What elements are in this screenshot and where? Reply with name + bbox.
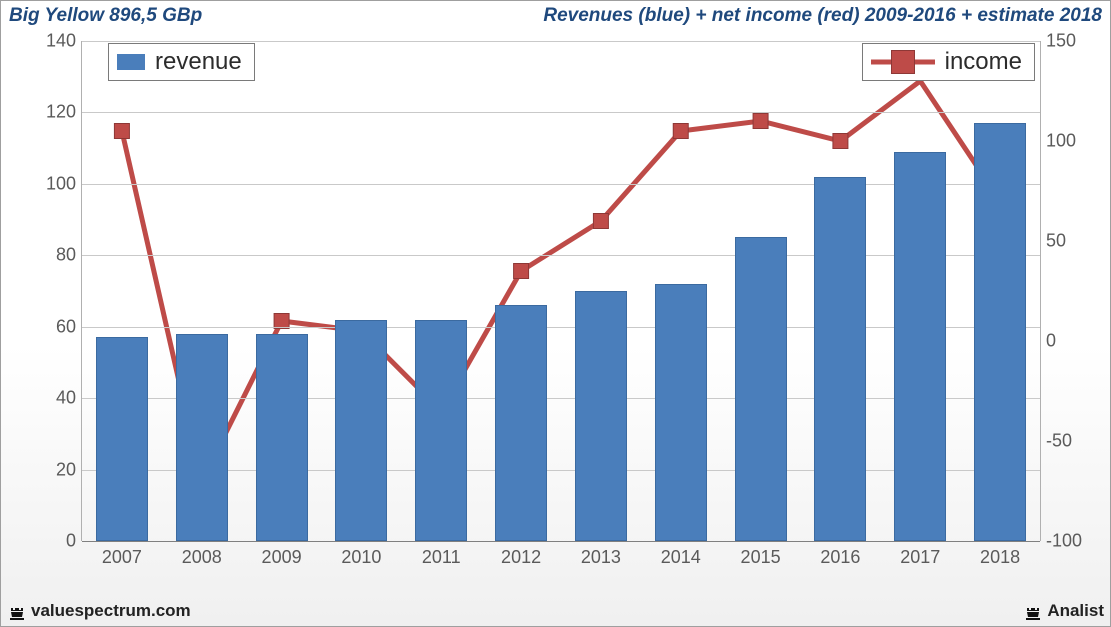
ytick-left: 140 bbox=[46, 31, 76, 52]
x-category-label: 2009 bbox=[262, 547, 302, 568]
x-category-label: 2015 bbox=[741, 547, 781, 568]
legend-income-swatch bbox=[871, 50, 935, 74]
revenue-bar bbox=[735, 237, 787, 541]
footer-left-text: valuespectrum.com bbox=[31, 601, 191, 621]
gridline bbox=[82, 541, 1040, 542]
revenue-bar bbox=[974, 123, 1026, 541]
x-category-label: 2012 bbox=[501, 547, 541, 568]
x-category-label: 2008 bbox=[182, 547, 222, 568]
revenue-bar bbox=[256, 334, 308, 541]
x-category-label: 2017 bbox=[900, 547, 940, 568]
revenue-bar bbox=[335, 320, 387, 541]
rook-icon bbox=[7, 601, 27, 621]
revenue-bar bbox=[176, 334, 228, 541]
x-category-label: 2013 bbox=[581, 547, 621, 568]
ytick-left: 20 bbox=[56, 459, 76, 480]
plot-area: 020406080100120140-100-50050100150200720… bbox=[61, 41, 1061, 571]
gridline bbox=[82, 41, 1040, 42]
title-row: Big Yellow 896,5 GBp Revenues (blue) + n… bbox=[9, 5, 1102, 29]
income-marker bbox=[514, 264, 529, 279]
ytick-right: -100 bbox=[1046, 531, 1082, 552]
ytick-right: 50 bbox=[1046, 231, 1066, 252]
x-category-label: 2016 bbox=[820, 547, 860, 568]
ytick-right: 0 bbox=[1046, 331, 1056, 352]
x-category-label: 2010 bbox=[341, 547, 381, 568]
plot-inner: 020406080100120140-100-50050100150200720… bbox=[81, 41, 1041, 541]
title-right: Revenues (blue) + net income (red) 2009-… bbox=[543, 5, 1102, 27]
legend-revenue-label: revenue bbox=[155, 48, 242, 76]
revenue-bar bbox=[415, 320, 467, 541]
ytick-right: -50 bbox=[1046, 431, 1072, 452]
footer-right: Analist bbox=[1023, 601, 1104, 621]
income-marker bbox=[833, 134, 848, 149]
x-category-label: 2018 bbox=[980, 547, 1020, 568]
ytick-left: 0 bbox=[66, 531, 76, 552]
x-category-label: 2014 bbox=[661, 547, 701, 568]
x-category-label: 2011 bbox=[422, 547, 461, 568]
income-line bbox=[122, 81, 1000, 481]
title-left: Big Yellow 896,5 GBp bbox=[9, 5, 202, 27]
ytick-left: 40 bbox=[56, 388, 76, 409]
footer: valuespectrum.com Analist bbox=[7, 601, 1104, 623]
legend-revenue-swatch bbox=[117, 54, 145, 70]
income-marker bbox=[593, 214, 608, 229]
revenue-bar bbox=[96, 337, 148, 541]
legend-revenue: revenue bbox=[108, 43, 255, 81]
income-marker bbox=[753, 114, 768, 129]
revenue-bar bbox=[495, 305, 547, 541]
ytick-right: 100 bbox=[1046, 131, 1076, 152]
revenue-bar bbox=[575, 291, 627, 541]
income-marker bbox=[114, 124, 129, 139]
legend-income: income bbox=[862, 43, 1035, 81]
ytick-left: 60 bbox=[56, 316, 76, 337]
ytick-right: 150 bbox=[1046, 31, 1076, 52]
revenue-bar bbox=[894, 152, 946, 541]
ytick-left: 100 bbox=[46, 173, 76, 194]
ytick-left: 120 bbox=[46, 102, 76, 123]
legend-income-label: income bbox=[945, 48, 1022, 76]
chart-container: Big Yellow 896,5 GBp Revenues (blue) + n… bbox=[0, 0, 1111, 627]
revenue-bar bbox=[655, 284, 707, 541]
revenue-bar bbox=[814, 177, 866, 541]
footer-left: valuespectrum.com bbox=[7, 601, 191, 621]
footer-right-text: Analist bbox=[1047, 601, 1104, 621]
income-marker bbox=[673, 124, 688, 139]
gridline bbox=[82, 112, 1040, 113]
x-category-label: 2007 bbox=[102, 547, 142, 568]
ytick-left: 80 bbox=[56, 245, 76, 266]
rook-icon bbox=[1023, 601, 1043, 621]
